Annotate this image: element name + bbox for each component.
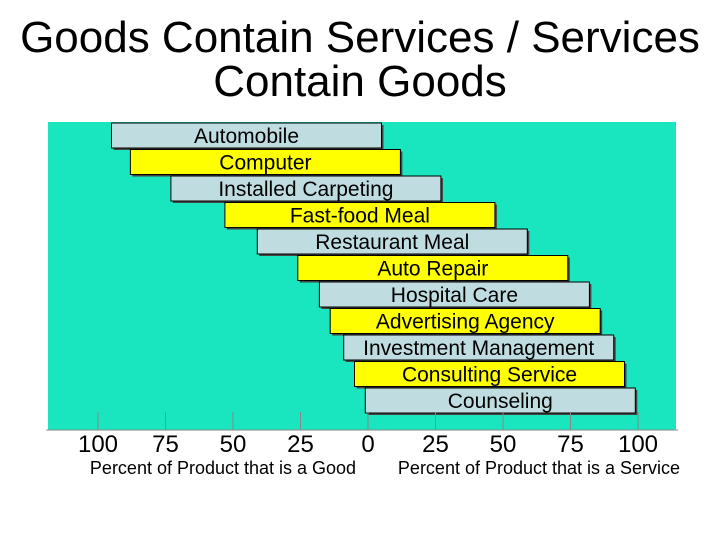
bar-label: Fast-food Meal (290, 205, 430, 228)
bar-label: Counseling (448, 390, 553, 413)
ticks-group: 100 75 50 25 0 25 50 75 100 (78, 412, 658, 458)
bar-automobile (111, 122, 382, 149)
bar-label: Auto Repair (377, 258, 488, 281)
tick-label: 25 (287, 431, 314, 458)
bar-advertising-agency (329, 308, 601, 334)
chart-title-line-2: Contain Goods (213, 57, 507, 106)
bar-investment-management (343, 334, 615, 361)
tick-label: 75 (557, 431, 584, 458)
bar-consulting-service (354, 361, 625, 387)
bar-label: Investment Management (363, 337, 594, 360)
bar-label: Restaurant Meal (315, 231, 469, 254)
bar-restaurant-meal (256, 228, 528, 255)
bar-label: Advertising Agency (376, 311, 555, 334)
bar-auto-repair (297, 255, 569, 281)
tick-label: 50 (220, 431, 247, 458)
bar-label: Consulting Service (402, 364, 577, 387)
right-axis-title: Percent of Product that is a Service (398, 458, 680, 478)
bar-counseling (364, 387, 636, 414)
tick-label: 100 (78, 431, 118, 458)
bar-label: Installed Carpeting (218, 178, 393, 201)
bar-label: Computer (219, 152, 311, 175)
bar-hospital-care (318, 281, 590, 308)
bar-computer (129, 149, 401, 175)
bar-label: Hospital Care (391, 284, 518, 307)
tick-label: 75 (152, 431, 179, 458)
left-axis-title: Percent of Product that is a Good (90, 458, 356, 478)
tick-label: 0 (361, 431, 374, 458)
tick-label: 25 (422, 431, 449, 458)
chart-title-line-1: Goods Contain Services / Services (20, 13, 700, 62)
bars-group: Automobile Computer Installed Carpeting Fas… (111, 122, 638, 415)
bar-label: Automobile (194, 125, 299, 148)
tick-label: 50 (490, 431, 517, 458)
tick-label: 100 (618, 431, 658, 458)
bar-fast-food-meal (224, 202, 496, 228)
bar-installed-carpeting (170, 175, 442, 202)
